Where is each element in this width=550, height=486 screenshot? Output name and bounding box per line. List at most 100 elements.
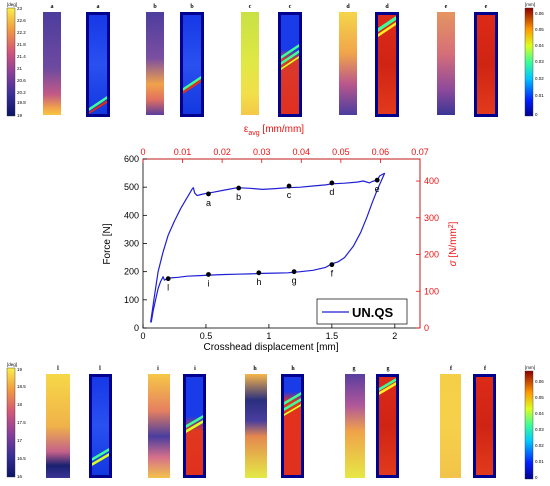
top-temp-tick: 20.2 bbox=[17, 90, 26, 95]
data-point-b bbox=[236, 185, 242, 191]
bottom-thermal-label-i: i bbox=[157, 366, 159, 372]
x-tick-label: 1 bbox=[266, 331, 271, 341]
data-point-c bbox=[286, 183, 292, 189]
data-point-label-i: i bbox=[207, 278, 209, 288]
top-disp-tick: 0.04 bbox=[535, 43, 544, 48]
top-temp-tick: 23 bbox=[17, 6, 23, 11]
top-strain-label-e: e bbox=[485, 4, 488, 10]
bottom-thermal-label-h: h bbox=[253, 366, 257, 372]
strain-image-b bbox=[180, 12, 204, 117]
right-tick-label: 300 bbox=[424, 213, 439, 223]
data-point-g bbox=[291, 269, 297, 275]
bottom-strain-label-g: g bbox=[387, 366, 390, 372]
bottom-disp-tick: 0.06 bbox=[535, 379, 544, 384]
top-tick-label: 0.02 bbox=[213, 147, 231, 157]
force-displacement-chart: εavg [mm/mm] 0 0.5 1 1.5 2 0 100 200 300 400 500 60… bbox=[102, 124, 459, 353]
thermal-image-h bbox=[245, 374, 267, 478]
x-tick-label: 0.5 bbox=[200, 331, 213, 341]
top-tick-label: 0.06 bbox=[372, 147, 390, 157]
right-tick-label: 200 bbox=[424, 250, 439, 260]
points-layer: a b c d e f g h i l bbox=[165, 177, 380, 293]
top-disp-tick: 0.03 bbox=[535, 59, 544, 64]
data-point-label-l: l bbox=[167, 283, 169, 293]
data-point-d bbox=[329, 180, 335, 186]
top-disp-tick: 0.02 bbox=[535, 76, 544, 81]
x-tick-label: 2 bbox=[392, 331, 397, 341]
right-axis-label: σ [N/mm2] bbox=[448, 221, 459, 266]
bottom-disp-tick: 0.02 bbox=[535, 443, 544, 448]
bottom-strain-label-h: h bbox=[291, 366, 295, 372]
top-tick-label: 0.05 bbox=[332, 147, 350, 157]
legend-label: UN.QS bbox=[352, 305, 394, 320]
thermal-image-i bbox=[148, 374, 170, 478]
thermal-image-g bbox=[345, 374, 365, 478]
bottom-displacement-colorbar: [mm] 0.06 0.05 0.04 0.03 0.02 0.01 0 bbox=[524, 365, 544, 480]
bottom-temp-tick: 17.5 bbox=[17, 420, 26, 425]
top-temp-tick: 22.2 bbox=[17, 30, 26, 35]
thermal-image-b bbox=[146, 12, 164, 115]
top-strain-label-a: a bbox=[97, 4, 100, 10]
strain-image-g bbox=[376, 374, 399, 478]
top-tick-label: 0.03 bbox=[253, 147, 271, 157]
top-disp-tick: 0.01 bbox=[535, 93, 544, 98]
strain-image-i bbox=[183, 374, 206, 478]
top-thermal-label-c: c bbox=[249, 4, 252, 10]
bottom-disp-tick: 0.03 bbox=[535, 427, 544, 432]
top-temp-tick: 21 bbox=[17, 66, 23, 71]
strain-image-f bbox=[473, 374, 496, 478]
bottom-temp-tick: 18.5 bbox=[17, 384, 26, 389]
y-tick-label: 200 bbox=[124, 267, 139, 277]
thermal-image-e bbox=[437, 12, 455, 115]
x-tick-label: 0 bbox=[140, 331, 145, 341]
data-point-label-f: f bbox=[331, 269, 334, 279]
y-tick-label: 100 bbox=[124, 295, 139, 305]
top-strain-label-d: d bbox=[385, 4, 389, 10]
data-point-label-h: h bbox=[256, 277, 261, 287]
top-temp-tick: 22.6 bbox=[17, 18, 26, 23]
top-temperature-colorbar: [deg] 23 22.6 22.2 21.8 21.4 21 20.6 20.… bbox=[6, 2, 26, 118]
x-axis-label: Crosshead displacement [mm] bbox=[203, 342, 338, 353]
bottom-temp-tick: 19 bbox=[17, 367, 23, 372]
top-disp-tick: 0.06 bbox=[535, 11, 544, 16]
x-tick-label: 1.5 bbox=[326, 331, 339, 341]
thermal-image-c bbox=[241, 12, 259, 115]
data-point-h bbox=[256, 270, 262, 276]
top-strain-label-c: c bbox=[289, 4, 292, 10]
data-point-e bbox=[374, 177, 380, 183]
top-thermal-label-e: e bbox=[445, 4, 448, 10]
legend: UN.QS bbox=[316, 298, 408, 325]
data-point-i bbox=[206, 272, 211, 277]
top-thermal-label-b: b bbox=[153, 4, 157, 10]
top-tick-label: 0 bbox=[140, 147, 145, 157]
bottom-disp-tick: 0.04 bbox=[535, 411, 544, 416]
data-point-label-b: b bbox=[236, 192, 241, 202]
y-tick-label: 400 bbox=[124, 210, 139, 220]
data-point-a bbox=[206, 191, 211, 197]
top-temp-tick: 21.8 bbox=[17, 42, 26, 47]
thermal-image-a bbox=[43, 12, 61, 115]
data-point-label-a: a bbox=[206, 198, 211, 208]
series-line-unloading bbox=[150, 172, 386, 323]
y-axis-label: Force [N] bbox=[102, 223, 113, 264]
bottom-temp-tick: 17 bbox=[17, 438, 23, 443]
bottom-temp-tick: 18 bbox=[17, 402, 23, 407]
data-point-label-g: g bbox=[292, 276, 297, 286]
top-image-row: [deg] 23 22.6 22.2 21.8 21.4 21 20.6 20.… bbox=[6, 2, 544, 118]
bottom-temp-colorbar-unit: [deg] bbox=[7, 362, 17, 367]
top-tick-label: 0.04 bbox=[293, 147, 311, 157]
data-point-f bbox=[329, 262, 335, 268]
top-thermal-label-a: a bbox=[51, 4, 54, 10]
top-tick-label: 0.07 bbox=[411, 147, 429, 157]
y-tick-label: 500 bbox=[124, 182, 139, 192]
top-displacement-colorbar: [mm] 0.06 0.05 0.04 0.03 0.02 0.01 0 bbox=[524, 2, 544, 117]
y-tick-label: 300 bbox=[124, 239, 139, 249]
strain-image-c bbox=[278, 12, 302, 117]
data-point-label-c: c bbox=[287, 190, 292, 200]
right-tick-label: 0 bbox=[424, 323, 429, 333]
thermal-image-f bbox=[440, 374, 461, 478]
data-point-label-e: e bbox=[375, 184, 380, 194]
bottom-temp-tick: 16.5 bbox=[17, 456, 26, 461]
strain-image-h bbox=[281, 374, 304, 478]
bottom-disp-colorbar-unit: [mm] bbox=[525, 365, 535, 370]
